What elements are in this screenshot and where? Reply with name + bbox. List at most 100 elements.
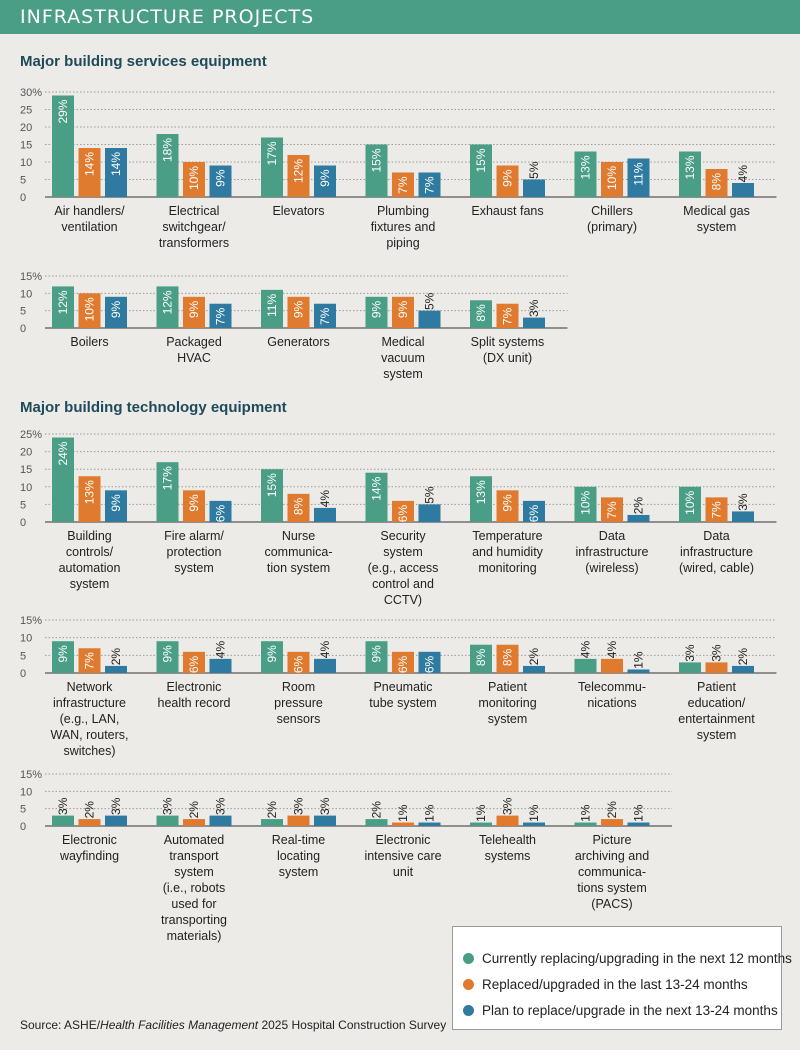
bar-value-label: 1%	[474, 804, 488, 822]
bar	[52, 437, 74, 522]
bar-value-label: 4%	[579, 641, 593, 659]
bar	[470, 300, 492, 328]
bar	[705, 497, 728, 522]
category-label: (i.e., robots	[163, 881, 226, 895]
bar-value-label: 13%	[474, 480, 488, 504]
bar	[418, 651, 441, 673]
bar	[314, 165, 336, 197]
bar	[78, 648, 101, 673]
bar-value-label: 9%	[501, 494, 515, 512]
category-label: (primary)	[587, 220, 637, 234]
bar	[287, 815, 310, 826]
category-label: sensors	[277, 712, 321, 726]
category-label: (wired, cable)	[679, 561, 754, 575]
bar	[470, 822, 492, 826]
category-label: Exhaust fans	[471, 204, 543, 218]
bar	[732, 511, 754, 522]
category-label: Pneumatic	[373, 680, 432, 694]
bar-value-label: 10%	[579, 490, 593, 514]
bar	[601, 497, 623, 522]
category-label: Electronic	[62, 833, 117, 847]
bar	[574, 151, 597, 197]
category-label: fixtures and	[371, 220, 436, 234]
bar	[183, 296, 205, 328]
category-label: unit	[393, 865, 414, 879]
bar	[156, 134, 179, 197]
y-tick-label: 0	[20, 517, 26, 529]
bar	[105, 490, 127, 522]
bar-value-label: 8%	[710, 173, 724, 191]
source-italic: Health Facilities Management	[100, 1018, 259, 1032]
bar-value-label: 6%	[292, 655, 306, 673]
bar	[392, 822, 414, 826]
category-label: Medical gas	[683, 204, 750, 218]
category-label: control and	[372, 577, 434, 591]
category-label: Picture	[593, 833, 632, 847]
y-tick-label: 15%	[20, 271, 42, 283]
bar-value-label: 13%	[83, 480, 97, 504]
bar-value-label: 9%	[187, 494, 201, 512]
category-label: Packaged	[166, 335, 222, 349]
bar-value-label: 4%	[318, 641, 332, 659]
bar-value-label: 9%	[370, 300, 384, 318]
y-tick-label: 25	[20, 105, 32, 117]
bar	[705, 169, 728, 197]
bar	[314, 303, 336, 328]
category-label: protection	[167, 545, 222, 559]
bar	[496, 303, 519, 328]
bar-value-label: 17%	[161, 466, 175, 490]
y-tick-label: 5	[20, 499, 26, 511]
bar-value-label: 3%	[292, 797, 306, 815]
bar	[52, 95, 74, 197]
bar	[183, 162, 205, 197]
category-label: Network	[67, 680, 114, 694]
bar	[261, 469, 283, 522]
bar	[287, 155, 310, 197]
category-label: system	[383, 367, 423, 381]
category-label: CCTV)	[384, 593, 422, 607]
bar-value-label: 1%	[632, 651, 646, 669]
category-label: Building	[67, 529, 112, 543]
page-title: INFRASTRUCTURE PROJECTS	[20, 6, 315, 28]
source-note: Source: ASHE/Health Facilities Managemen…	[20, 1018, 446, 1032]
category-label: Data	[703, 529, 729, 543]
category-label: system	[174, 865, 214, 879]
bar-value-label: 5%	[423, 486, 437, 504]
category-label: communica-	[578, 865, 646, 879]
bar	[183, 819, 205, 826]
y-tick-label: 5	[20, 306, 26, 318]
category-label: entertainment	[678, 712, 755, 726]
bar-value-label: 3%	[109, 797, 123, 815]
category-label: switches)	[63, 744, 115, 758]
y-tick-label: 15	[20, 464, 32, 476]
y-tick-label: 10	[20, 157, 32, 169]
legend-item-plan: Plan to replace/upgrade in the next 13-2…	[463, 1003, 778, 1018]
bar	[287, 651, 310, 673]
bar-value-label: 9%	[109, 494, 123, 512]
bar-value-label: 9%	[56, 645, 70, 663]
category-label: Telehealth	[479, 833, 536, 847]
category-label: system	[488, 712, 528, 726]
bar-value-label: 9%	[187, 300, 201, 318]
category-label: systems	[485, 849, 531, 863]
bar	[470, 644, 492, 673]
bar	[156, 815, 179, 826]
y-tick-label: 0	[20, 323, 26, 335]
bar	[365, 144, 388, 197]
legend-label-replaced: Replaced/upgraded in the last 13-24 mont…	[482, 977, 748, 992]
bar	[496, 165, 519, 197]
category-label: infrastructure	[53, 696, 126, 710]
bar	[601, 819, 623, 826]
category-label: monitoring	[478, 561, 536, 575]
bar-value-label: 2%	[265, 801, 279, 819]
category-label: tube system	[369, 696, 436, 710]
bar-value-label: 15%	[265, 473, 279, 497]
category-label: Generators	[267, 335, 330, 349]
category-label: used for	[171, 897, 216, 911]
category-label: transport	[169, 849, 219, 863]
bar	[705, 662, 728, 673]
y-tick-label: 15%	[20, 615, 42, 627]
category-label: tions system	[577, 881, 646, 895]
bar-value-label: 6%	[396, 655, 410, 673]
